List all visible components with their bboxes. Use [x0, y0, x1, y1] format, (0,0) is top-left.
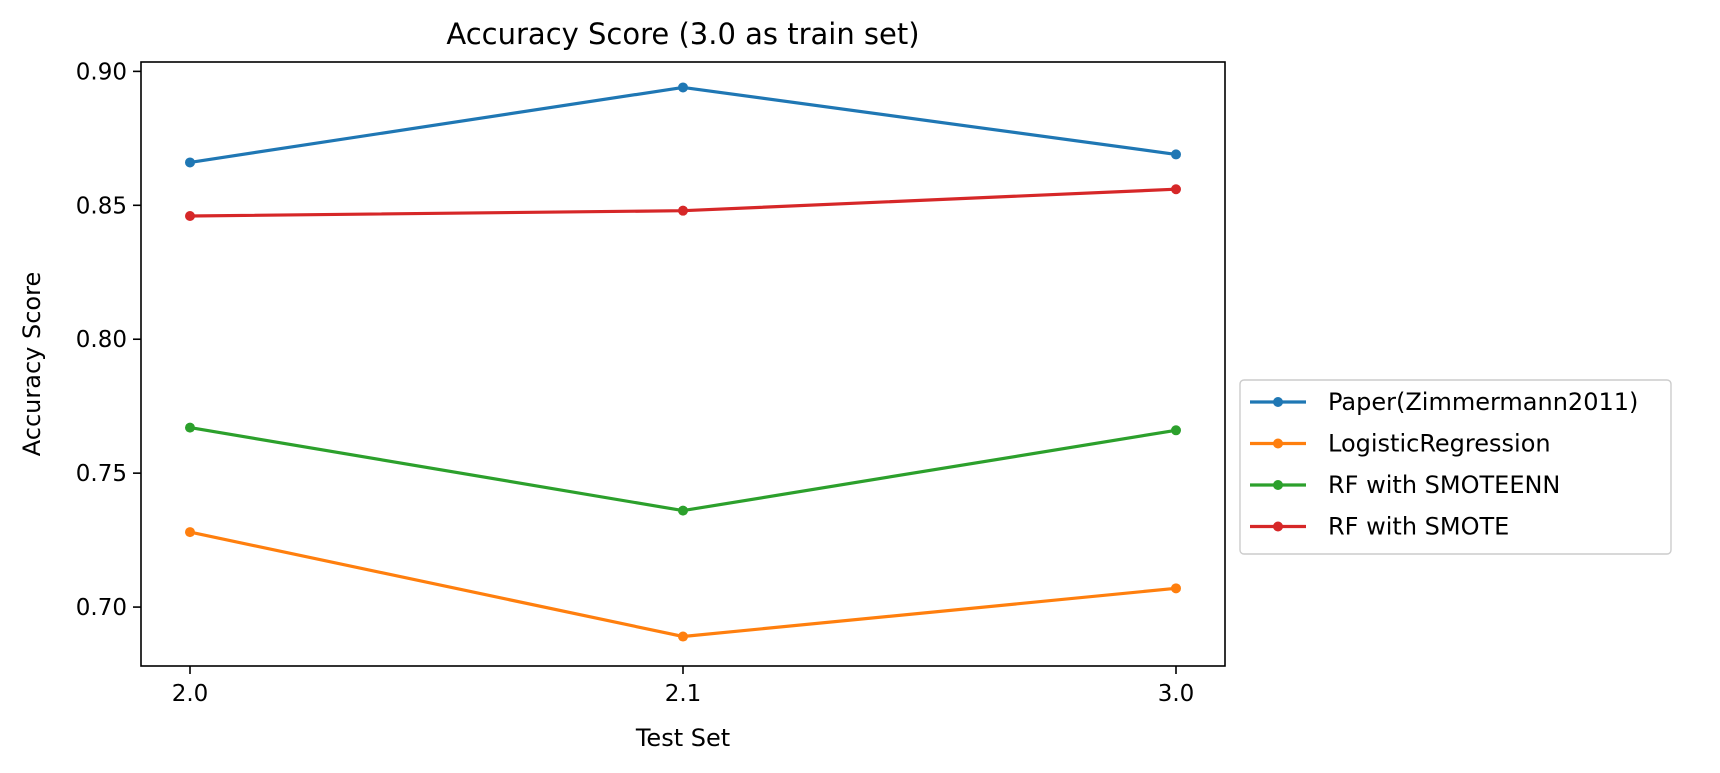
x-tick-label: 3.0	[1158, 681, 1195, 707]
legend-frame	[1239, 379, 1672, 555]
y-axis-label: Accuracy Score	[18, 272, 46, 456]
legend-swatch-marker	[1273, 521, 1283, 532]
x-axis-label: Test Set	[635, 724, 730, 752]
data-point	[185, 422, 195, 433]
legend-entry: Paper(Zimmermann2011)	[1328, 388, 1638, 416]
series-line-0	[189, 85, 1177, 164]
legend-swatch-marker	[1273, 438, 1283, 449]
data-point	[1171, 149, 1181, 160]
legend-swatch-marker	[1273, 480, 1283, 490]
y-tick-label: 0.70	[76, 595, 127, 621]
plot-frame	[140, 61, 1226, 667]
data-point	[185, 527, 195, 538]
data-point	[678, 82, 688, 93]
legend-entry: LogisticRegression	[1328, 430, 1551, 458]
series-line-1	[189, 530, 1177, 639]
data-point	[185, 157, 195, 168]
data-point	[1171, 184, 1181, 195]
legend-swatch-marker	[1273, 397, 1283, 407]
legend-entry: RF with SMOTE	[1328, 513, 1509, 541]
legend: Paper(Zimmermann2011) LogisticRegression R…	[1239, 379, 1672, 555]
legend-entry: RF with SMOTEENN	[1328, 471, 1560, 499]
x-tick-label: 2.0	[172, 681, 209, 707]
data-point	[678, 205, 688, 216]
data-point	[678, 631, 688, 642]
y-tick-label: 0.80	[76, 327, 127, 353]
x-tick-label: 2.1	[665, 681, 702, 707]
series-line-2	[189, 426, 1177, 513]
data-point	[1171, 583, 1181, 594]
data-point	[678, 505, 688, 516]
y-tick-label: 0.90	[76, 59, 127, 85]
y-tick-label: 0.75	[76, 461, 127, 487]
data-point	[185, 211, 195, 222]
chart-title: Accuracy Score (3.0 as train set)	[446, 17, 919, 51]
data-point	[1171, 425, 1181, 436]
y-tick-label: 0.85	[76, 193, 127, 219]
plot-lines	[185, 82, 1181, 642]
y-axis: 0.70 0.75 0.80 0.85 0.90	[76, 59, 141, 621]
x-axis: 2.0 2.1 3.0	[172, 666, 1195, 707]
